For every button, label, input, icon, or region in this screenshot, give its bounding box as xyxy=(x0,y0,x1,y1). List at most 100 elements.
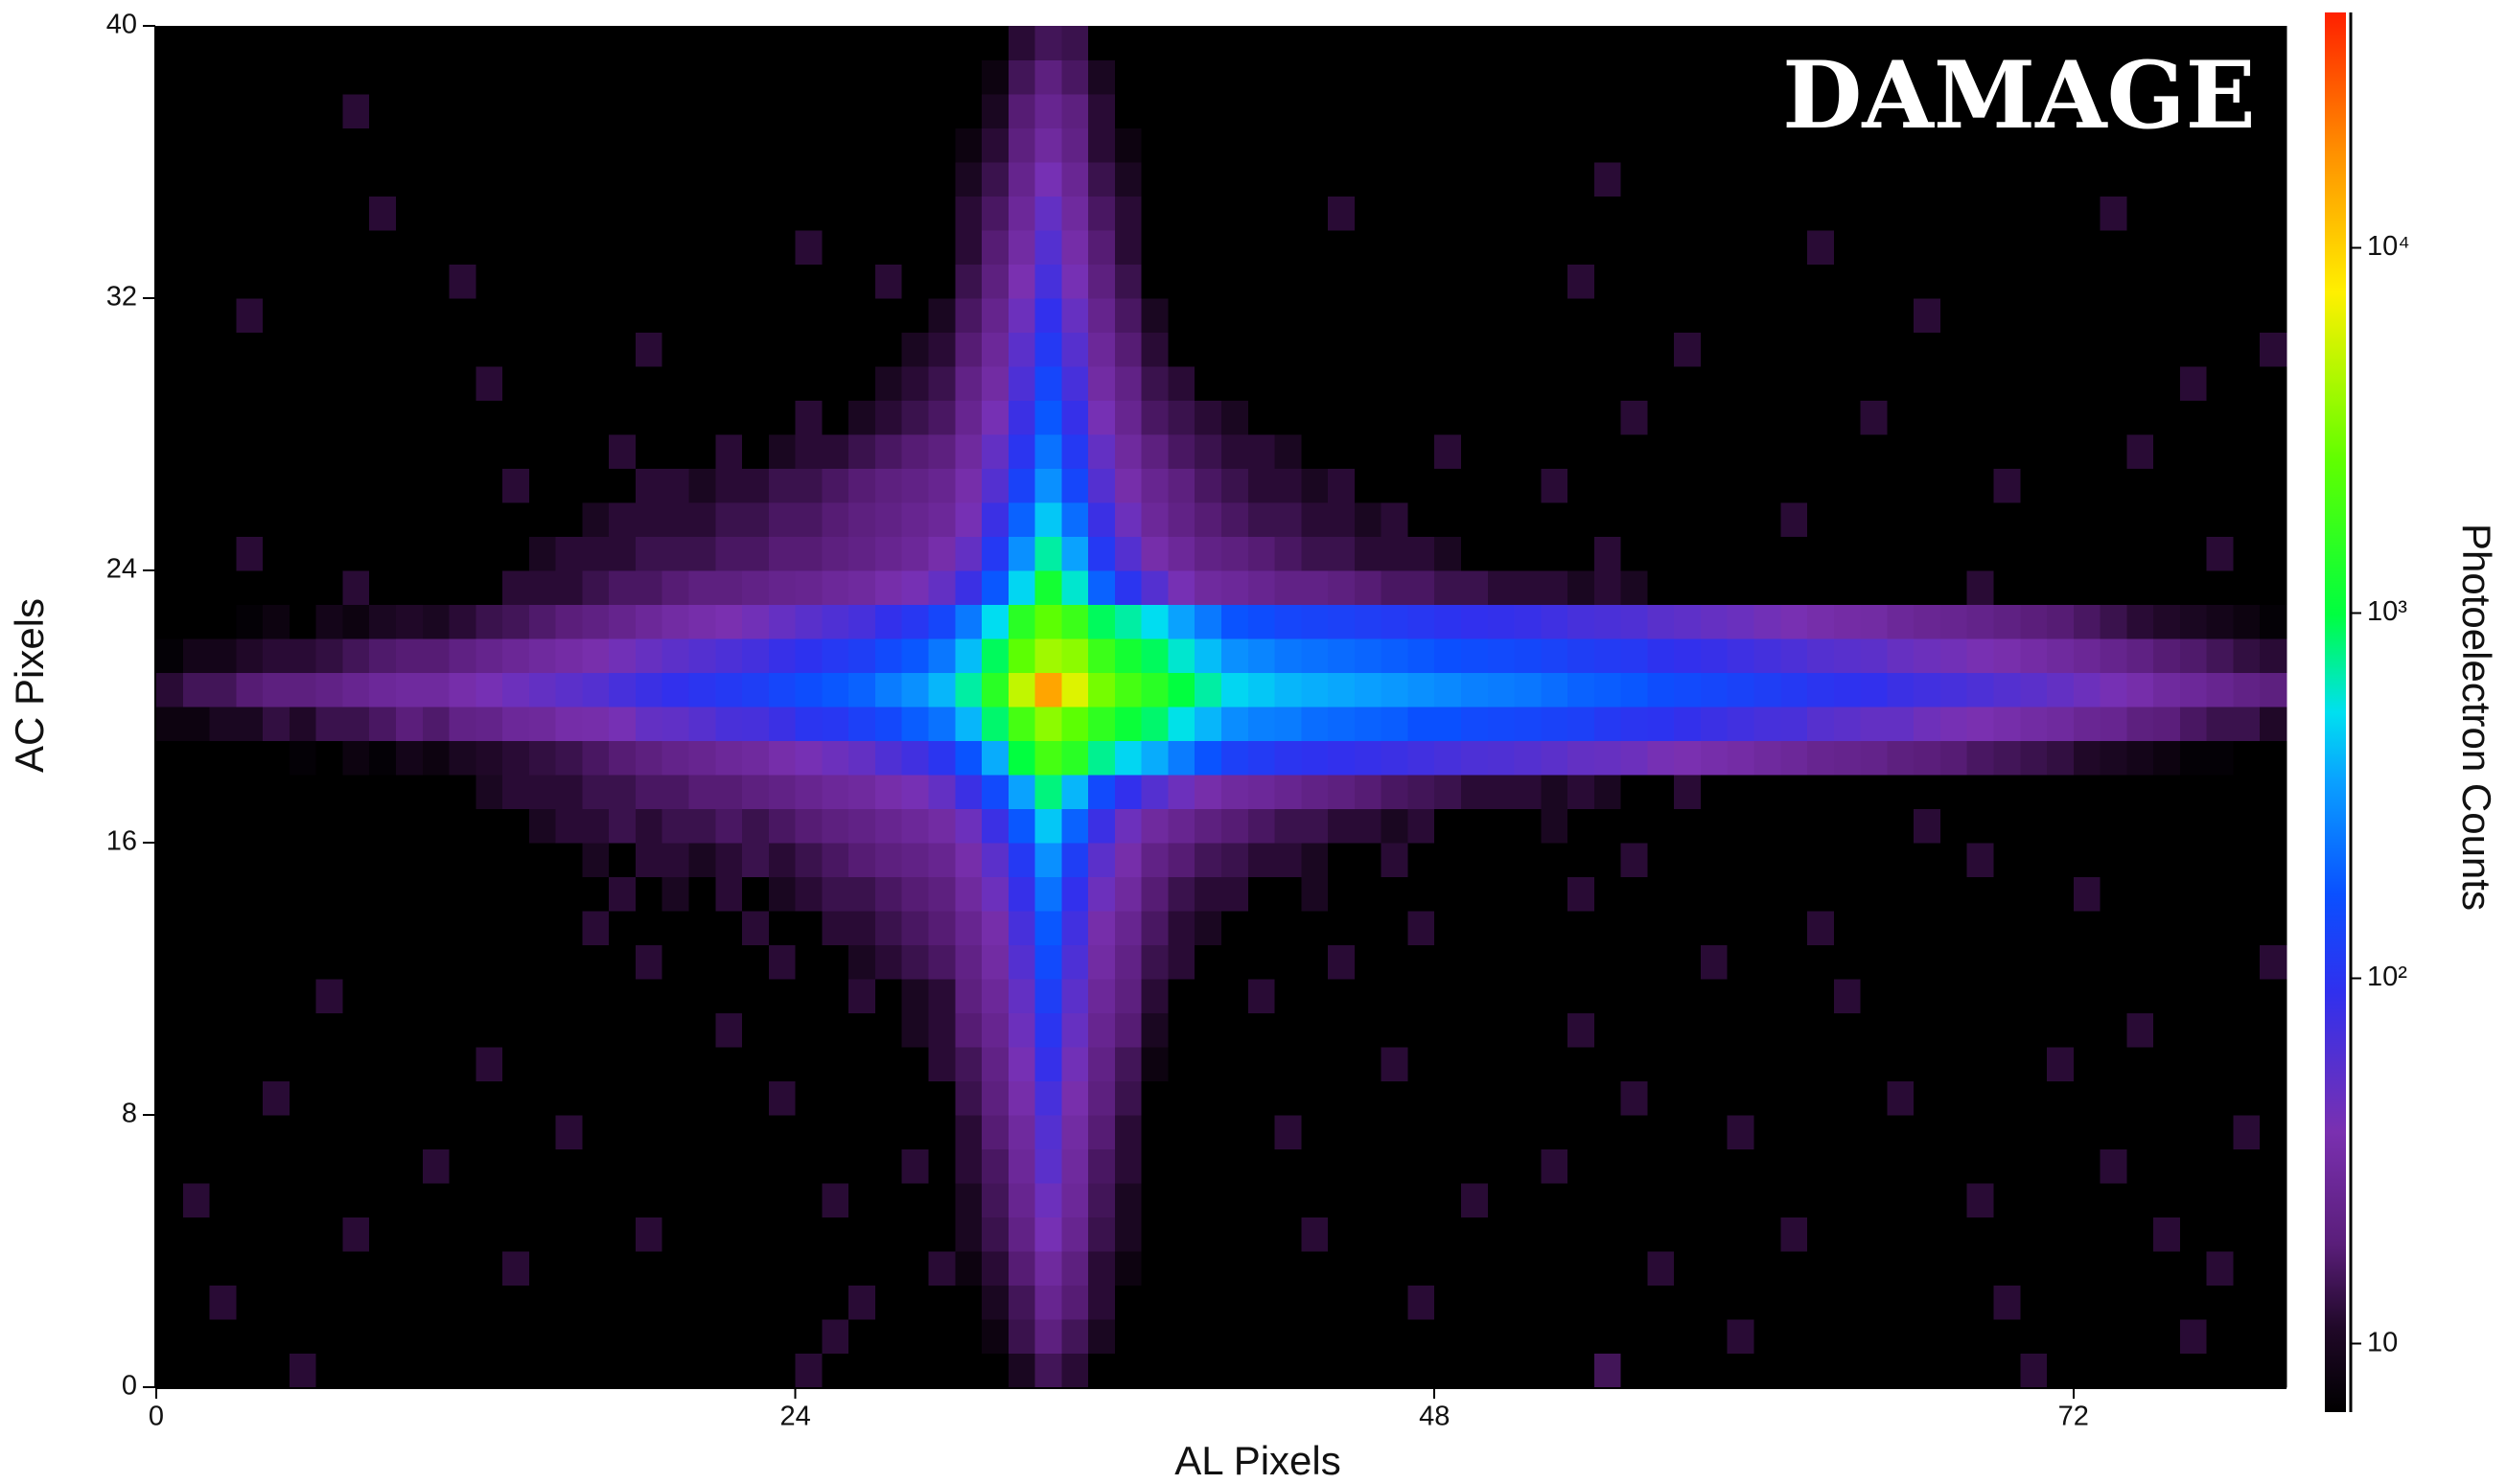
heatmap-cell xyxy=(556,638,583,673)
heatmap-cell xyxy=(423,707,450,741)
heatmap-cell xyxy=(1301,333,1328,367)
heatmap-cell xyxy=(1009,570,1035,605)
heatmap-cell xyxy=(342,60,369,95)
heatmap-cell xyxy=(2074,809,2101,844)
heatmap-cell xyxy=(1728,1013,1754,1048)
heatmap-cell xyxy=(982,1047,1009,1081)
heatmap-cell xyxy=(1115,502,1142,537)
heatmap-cell xyxy=(1807,537,1834,571)
heatmap-cell xyxy=(742,469,769,503)
heatmap-cell xyxy=(396,1319,423,1354)
heatmap-cell xyxy=(342,128,369,163)
heatmap-cell xyxy=(1488,775,1515,809)
heatmap-cell xyxy=(1701,94,1728,128)
heatmap-cell xyxy=(1355,979,1381,1013)
heatmap-cell xyxy=(2207,605,2234,639)
heatmap-cell xyxy=(1834,877,1861,912)
heatmap-cell xyxy=(2047,1319,2074,1354)
heatmap-cell xyxy=(689,469,716,503)
heatmap-cell xyxy=(1515,1251,1542,1286)
heatmap-cell xyxy=(423,1081,450,1116)
heatmap-cell xyxy=(1301,741,1328,776)
heatmap-cell xyxy=(1967,366,1994,401)
heatmap-cell xyxy=(1807,1183,1834,1217)
heatmap-cell xyxy=(2207,502,2234,537)
heatmap-cell xyxy=(476,366,502,401)
heatmap-cell xyxy=(210,230,237,265)
heatmap-cell xyxy=(2074,1286,2101,1320)
heatmap-cell xyxy=(369,570,396,605)
heatmap-cell xyxy=(848,469,875,503)
heatmap-cell xyxy=(2153,1115,2180,1149)
heatmap-cell xyxy=(1301,911,1328,945)
heatmap-cell xyxy=(982,1081,1009,1116)
heatmap-cell xyxy=(1728,1047,1754,1081)
heatmap-cell xyxy=(1407,945,1434,980)
heatmap-cell xyxy=(2207,911,2234,945)
heatmap-cell xyxy=(1594,26,1621,60)
heatmap-cell xyxy=(2260,537,2286,571)
heatmap-cell xyxy=(1567,707,1594,741)
heatmap-cell xyxy=(822,877,848,912)
heatmap-cell xyxy=(1009,265,1035,299)
heatmap-cell xyxy=(2020,265,2047,299)
heatmap-cell xyxy=(1328,1081,1355,1116)
heatmap-cell xyxy=(2101,537,2127,571)
heatmap-cell xyxy=(1594,1217,1621,1252)
heatmap-cell xyxy=(1541,1319,1567,1354)
heatmap-cell xyxy=(1035,775,1062,809)
heatmap-cell xyxy=(1195,298,1221,333)
heatmap-cell xyxy=(529,741,556,776)
heatmap-cell xyxy=(1381,945,1408,980)
heatmap-cell xyxy=(796,401,823,435)
heatmap-cell xyxy=(1914,162,1940,197)
heatmap-cell xyxy=(263,230,290,265)
heatmap-cell xyxy=(2233,911,2260,945)
heatmap-cell xyxy=(476,979,502,1013)
heatmap-cell xyxy=(2101,1319,2127,1354)
heatmap-cell xyxy=(1515,1047,1542,1081)
heatmap-cell xyxy=(2020,434,2047,469)
heatmap-cell xyxy=(848,366,875,401)
heatmap-cell xyxy=(1328,1013,1355,1048)
heatmap-cell xyxy=(1728,298,1754,333)
heatmap-cell xyxy=(742,60,769,95)
heatmap-cell xyxy=(502,26,529,60)
heatmap-cell xyxy=(396,1081,423,1116)
heatmap-cell xyxy=(529,94,556,128)
heatmap-cell xyxy=(423,230,450,265)
heatmap-cell xyxy=(2180,162,2207,197)
heatmap-cell xyxy=(2047,537,2074,571)
heatmap-cell xyxy=(1674,128,1701,163)
heatmap-cell xyxy=(316,809,343,844)
heatmap-cell xyxy=(2153,265,2180,299)
y-axis-title: AC Pixels xyxy=(7,598,52,773)
heatmap-cell xyxy=(423,945,450,980)
heatmap-cell xyxy=(742,298,769,333)
heatmap-cell xyxy=(1355,843,1381,877)
heatmap-cell xyxy=(502,673,529,707)
heatmap-cell xyxy=(742,638,769,673)
heatmap-cell xyxy=(848,570,875,605)
heatmap-cell xyxy=(156,605,183,639)
heatmap-cell xyxy=(1754,537,1781,571)
heatmap-cell xyxy=(210,537,237,571)
heatmap-cell xyxy=(1541,434,1567,469)
heatmap-cell xyxy=(848,1115,875,1149)
heatmap-cell xyxy=(502,945,529,980)
heatmap-cell xyxy=(848,434,875,469)
heatmap-cell xyxy=(1674,673,1701,707)
heatmap-cell xyxy=(1914,434,1940,469)
heatmap-cell xyxy=(1355,502,1381,537)
heatmap-cell xyxy=(1061,128,1088,163)
heatmap-cell xyxy=(1861,1354,1888,1388)
heatmap-cell xyxy=(1647,94,1674,128)
heatmap-cell xyxy=(1088,1013,1115,1048)
heatmap-cell xyxy=(1567,1115,1594,1149)
heatmap-cell xyxy=(183,333,210,367)
heatmap-cell xyxy=(1594,60,1621,95)
heatmap-cell xyxy=(982,502,1009,537)
heatmap-cell xyxy=(2074,605,2101,639)
heatmap-cell xyxy=(369,333,396,367)
heatmap-cell xyxy=(1728,877,1754,912)
